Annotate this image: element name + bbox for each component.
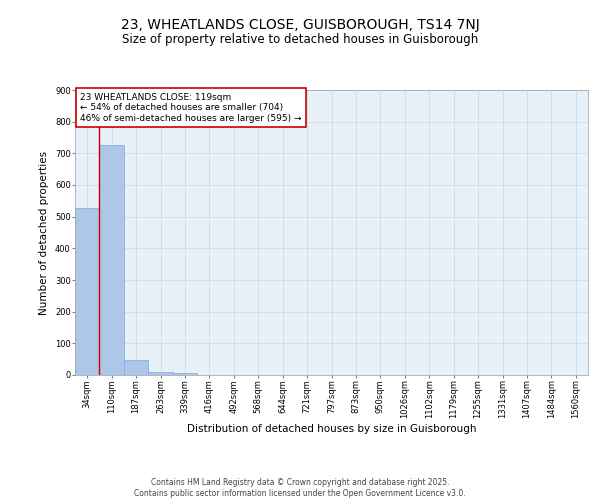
Text: 23 WHEATLANDS CLOSE: 119sqm
← 54% of detached houses are smaller (704)
46% of se: 23 WHEATLANDS CLOSE: 119sqm ← 54% of det… — [80, 93, 302, 122]
Text: Contains HM Land Registry data © Crown copyright and database right 2025.
Contai: Contains HM Land Registry data © Crown c… — [134, 478, 466, 498]
Text: Size of property relative to detached houses in Guisborough: Size of property relative to detached ho… — [122, 32, 478, 46]
Text: 23, WHEATLANDS CLOSE, GUISBOROUGH, TS14 7NJ: 23, WHEATLANDS CLOSE, GUISBOROUGH, TS14 … — [121, 18, 479, 32]
Bar — [124, 360, 148, 375]
Bar — [148, 372, 173, 375]
Bar — [100, 145, 124, 375]
Y-axis label: Number of detached properties: Number of detached properties — [40, 150, 49, 314]
Bar — [75, 208, 100, 375]
X-axis label: Distribution of detached houses by size in Guisborough: Distribution of detached houses by size … — [187, 424, 476, 434]
Bar — [173, 373, 197, 375]
